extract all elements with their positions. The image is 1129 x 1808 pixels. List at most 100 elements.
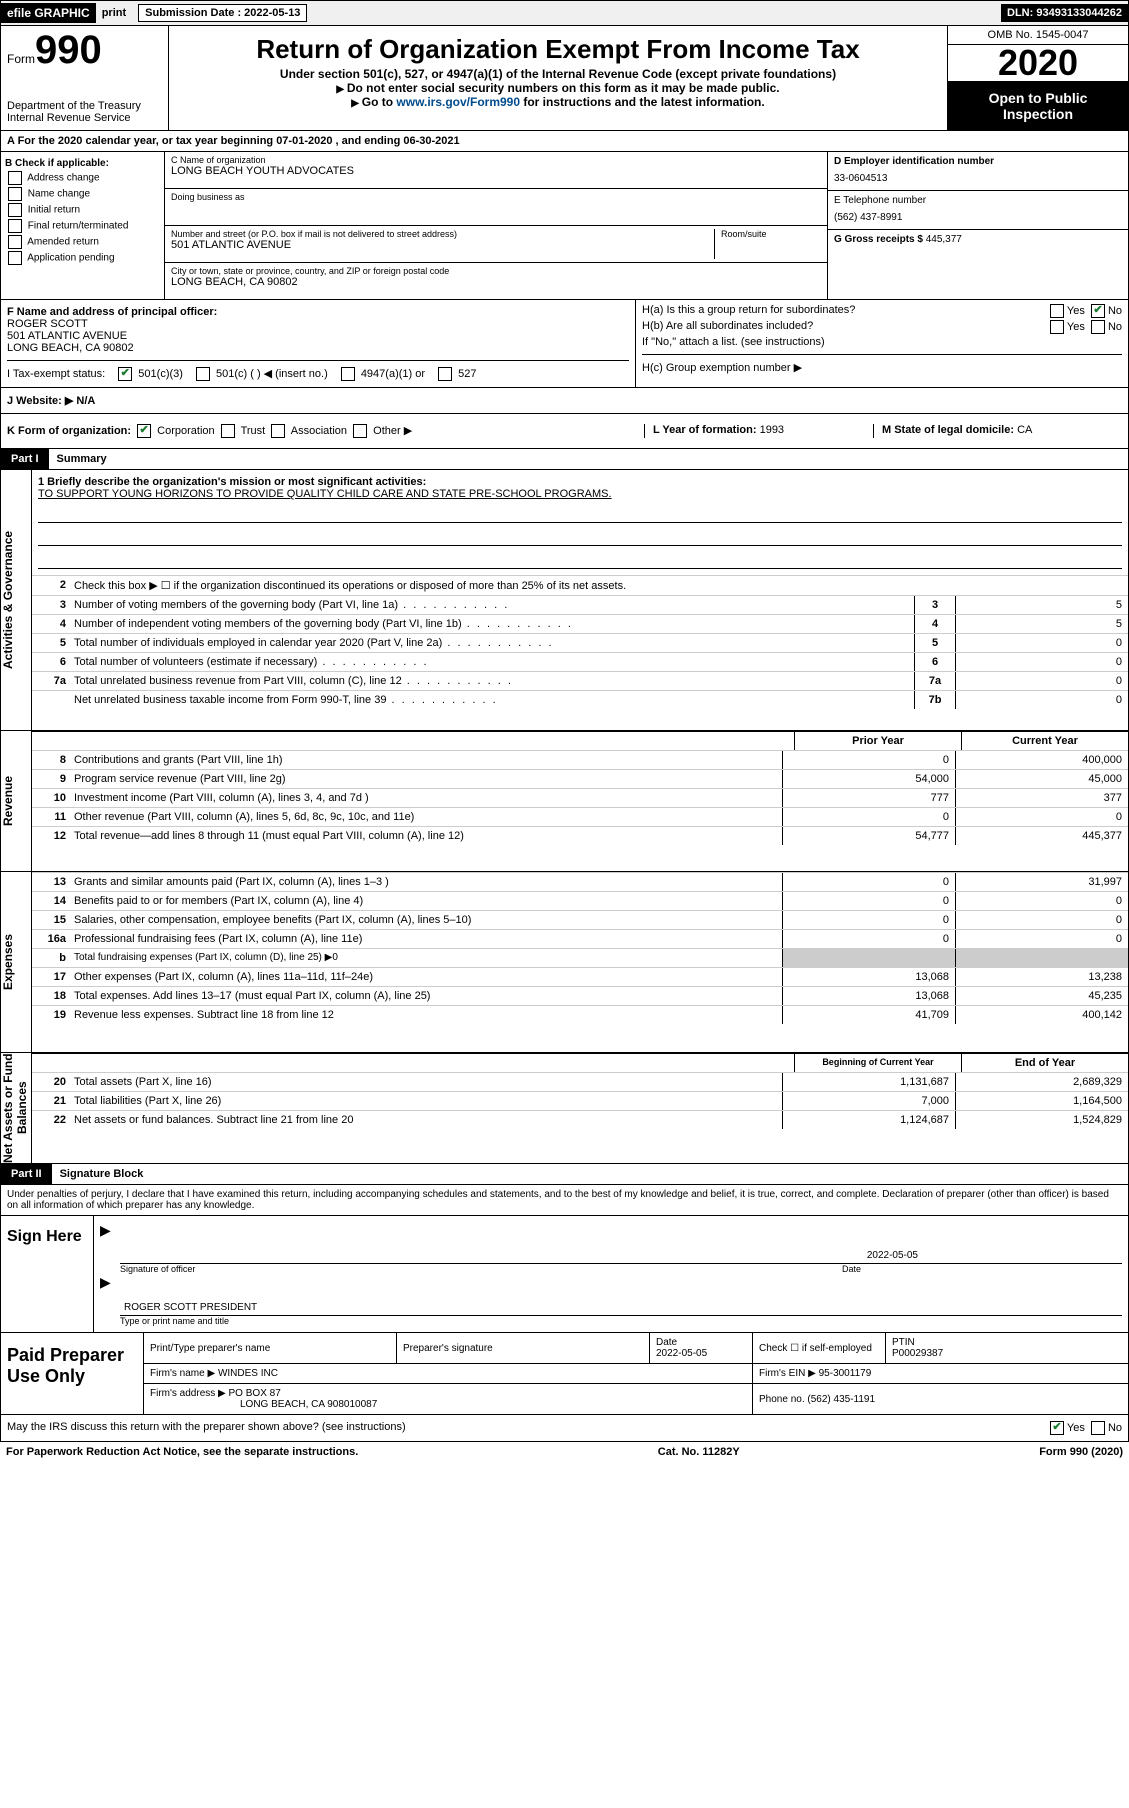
print-label[interactable]: print xyxy=(96,4,132,22)
dln-number: DLN: 93493133044262 xyxy=(1001,4,1128,22)
part1-title: Summary xyxy=(49,449,115,469)
officer-addr2: LONG BEACH, CA 90802 xyxy=(7,342,629,354)
k-assoc[interactable]: Association xyxy=(268,425,347,437)
ptin-val: P00029387 xyxy=(892,1348,943,1359)
k-other[interactable]: Other ▶ xyxy=(350,425,412,437)
discuss-yes: Yes xyxy=(1067,1422,1085,1434)
officer-addr1: 501 ATLANTIC AVENUE xyxy=(7,330,629,342)
e21: 1,164,500 xyxy=(955,1092,1128,1110)
cb-amend[interactable]: Amended return xyxy=(5,235,160,249)
p16b xyxy=(782,949,955,967)
fh-block: F Name and address of principal officer:… xyxy=(0,300,1129,388)
p15: 0 xyxy=(782,911,955,929)
discuss-yes-cb[interactable]: ✔ xyxy=(1050,1421,1064,1435)
p13: 0 xyxy=(782,873,955,891)
phone-label: E Telephone number xyxy=(834,195,1122,206)
l21: Total liabilities (Part X, line 26) xyxy=(70,1092,782,1110)
l13: Grants and similar amounts paid (Part IX… xyxy=(70,873,782,891)
officer-sig-name: ROGER SCOTT PRESIDENT xyxy=(124,1302,257,1313)
website-value: N/A xyxy=(76,395,95,407)
instructions-link[interactable]: www.irs.gov/Form990 xyxy=(396,95,520,109)
l5-desc: Total number of individuals employed in … xyxy=(70,634,914,652)
cb-final[interactable]: Final return/terminated xyxy=(5,219,160,233)
goto-post: for instructions and the latest informat… xyxy=(520,95,765,109)
b20: 1,131,687 xyxy=(782,1073,955,1091)
part1-header: Part I Summary xyxy=(0,449,1129,470)
hb-row: H(b) Are all subordinates included? Yes … xyxy=(642,320,1122,332)
k-trust[interactable]: Trust xyxy=(218,425,266,437)
firm-name: WINDES INC xyxy=(218,1368,278,1379)
p11: 0 xyxy=(782,808,955,826)
f-label: F Name and address of principal officer: xyxy=(7,306,629,318)
p10: 777 xyxy=(782,789,955,807)
cb-init[interactable]: Initial return xyxy=(5,203,160,217)
main-header: Form990 Department of the Treasury Inter… xyxy=(0,26,1129,131)
dba-label: Doing business as xyxy=(171,192,821,202)
l7b-val: 0 xyxy=(955,691,1128,709)
l8: Contributions and grants (Part VIII, lin… xyxy=(70,751,782,769)
l16b: Total fundraising expenses (Part IX, col… xyxy=(70,949,782,967)
l11: Other revenue (Part VIII, column (A), li… xyxy=(70,808,782,826)
part2-header: Part II Signature Block xyxy=(0,1164,1129,1185)
k-row: K Form of organization: ✔ Corporation Tr… xyxy=(0,414,1129,449)
firm-ein: 95-3001179 xyxy=(819,1368,872,1379)
officer-name: ROGER SCOTT xyxy=(7,318,629,330)
part2-title: Signature Block xyxy=(52,1164,152,1184)
l-label: L Year of formation: xyxy=(653,424,757,436)
cb-name[interactable]: Name change xyxy=(5,187,160,201)
discuss-no-cb[interactable] xyxy=(1091,1421,1105,1435)
form-number: 990 xyxy=(35,28,102,72)
firm-ein-label: Firm's EIN ▶ xyxy=(759,1368,816,1379)
te-501c[interactable]: 501(c) ( ) ◀ (insert no.) xyxy=(193,367,328,381)
k-corp[interactable]: ✔ Corporation xyxy=(134,425,215,437)
te-4947[interactable]: 4947(a)(1) or xyxy=(338,367,425,381)
sig-date-label: Date xyxy=(842,1264,1122,1274)
topbar: efile GRAPHIC print Submission Date : 20… xyxy=(0,0,1129,26)
arrow-icon-2: ▶ xyxy=(100,1274,111,1290)
ha-row: H(a) Is this a group return for subordin… xyxy=(642,304,1122,316)
hb2-row: If "No," attach a list. (see instruction… xyxy=(642,336,1122,348)
firm-phone-label: Phone no. xyxy=(759,1394,805,1405)
c8: 400,000 xyxy=(955,751,1128,769)
discuss-no: No xyxy=(1108,1422,1122,1434)
c19: 400,142 xyxy=(955,1006,1128,1024)
footer-mid: Cat. No. 11282Y xyxy=(658,1446,740,1458)
perjury-text: Under penalties of perjury, I declare th… xyxy=(0,1185,1129,1216)
street-value: 501 ATLANTIC AVENUE xyxy=(171,239,714,251)
firm-addr1: PO BOX 87 xyxy=(229,1388,281,1399)
k-label: K Form of organization: xyxy=(7,425,131,437)
tax-year-row: A For the 2020 calendar year, or tax yea… xyxy=(0,131,1129,152)
l6-desc: Total number of volunteers (estimate if … xyxy=(70,653,914,671)
p8: 0 xyxy=(782,751,955,769)
irs-discuss-row: May the IRS discuss this return with the… xyxy=(0,1415,1129,1442)
curr-year-h: Current Year xyxy=(961,732,1128,750)
l7b-desc: Net unrelated business taxable income fr… xyxy=(70,691,914,709)
cb-addr[interactable]: Address change xyxy=(5,171,160,185)
open-public: Open to Public Inspection xyxy=(948,82,1128,130)
gross-value: 445,377 xyxy=(926,234,962,245)
footer-right: Form 990 (2020) xyxy=(1039,1446,1123,1458)
cb-app[interactable]: Application pending xyxy=(5,251,160,265)
mission-q: 1 Briefly describe the organization's mi… xyxy=(38,476,1122,488)
l4-val: 5 xyxy=(955,615,1128,633)
submission-date: Submission Date : 2022-05-13 xyxy=(138,4,307,22)
p14: 0 xyxy=(782,892,955,910)
vtab-exp: Expenses xyxy=(1,872,31,1052)
prep-h4[interactable]: Check ☐ if self-employed xyxy=(753,1333,886,1364)
sig-date-val: 2022-05-05 xyxy=(867,1250,918,1261)
type-label: Type or print name and title xyxy=(120,1316,1122,1326)
check-b-block: B Check if applicable: Address change Na… xyxy=(1,152,165,299)
p17: 13,068 xyxy=(782,968,955,986)
c18: 45,235 xyxy=(955,987,1128,1005)
m-label: M State of legal domicile: xyxy=(882,424,1014,436)
l7a-desc: Total unrelated business revenue from Pa… xyxy=(70,672,914,690)
c-name-label: C Name of organization xyxy=(171,155,821,165)
efile-tag: efile GRAPHIC xyxy=(1,3,96,23)
l4-desc: Number of independent voting members of … xyxy=(70,615,914,633)
l9: Program service revenue (Part VIII, line… xyxy=(70,770,782,788)
te-501c3[interactable]: ✔ 501(c)(3) xyxy=(115,367,183,381)
beg-year-h: Beginning of Current Year xyxy=(794,1054,961,1072)
ein-value: 33-0604513 xyxy=(834,173,1122,184)
l14: Benefits paid to or for members (Part IX… xyxy=(70,892,782,910)
te-527[interactable]: 527 xyxy=(435,367,476,381)
